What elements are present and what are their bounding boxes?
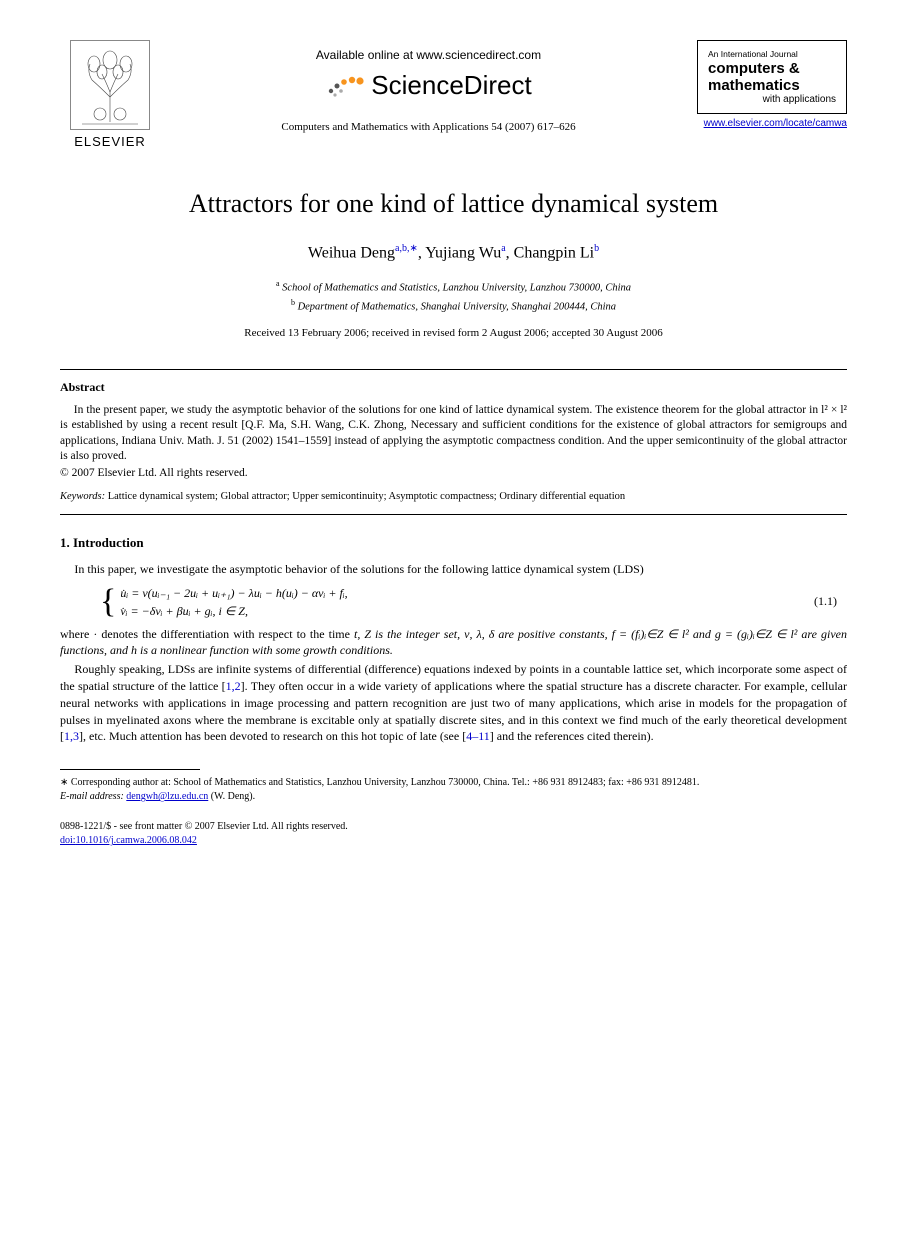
journal-name-1: computers & [708, 61, 836, 78]
author-1-sup[interactable]: a,b,∗ [395, 243, 418, 254]
section-1-heading: 1. Introduction [60, 535, 847, 551]
intro-para-3: Roughly speaking, LDSs are infinite syst… [60, 661, 847, 745]
equation-lines: u̇ᵢ = ν(uᵢ₋₁ − 2uᵢ + uᵢ₊₁) − λuᵢ − h(uᵢ)… [120, 584, 347, 620]
ref-link-1-2[interactable]: 1,2 [226, 679, 241, 693]
brace-icon: { [100, 585, 116, 619]
author-2: Yujiang Wu [425, 244, 501, 261]
keywords-label: Keywords: [60, 491, 105, 502]
email-footnote: E-mail address: dengwh@lzu.edu.cn (W. De… [60, 790, 847, 804]
footnote-rule [60, 769, 200, 770]
copyright-line: © 2007 Elsevier Ltd. All rights reserved… [60, 467, 847, 479]
abstract-heading: Abstract [60, 380, 847, 395]
journal-box-wrapper: An International Journal computers & mat… [697, 40, 847, 129]
ref-link-4-11[interactable]: 4–11 [466, 729, 490, 743]
sd-swoosh-icon [325, 71, 365, 101]
equation-1-1: { u̇ᵢ = ν(uᵢ₋₁ − 2uᵢ + uᵢ₊₁) − λuᵢ − h(u… [100, 584, 847, 620]
sciencedirect-logo: ScienceDirect [160, 70, 697, 101]
affiliation-b: Department of Mathematics, Shanghai Univ… [298, 301, 616, 312]
divider [60, 369, 847, 370]
journal-tag: An International Journal [708, 49, 836, 59]
email-link[interactable]: dengwh@lzu.edu.cn [126, 791, 208, 802]
elsevier-text: ELSEVIER [74, 134, 146, 149]
citation-line: Computers and Mathematics with Applicati… [160, 121, 697, 133]
journal-box: An International Journal computers & mat… [697, 40, 847, 114]
footer: 0898-1221/$ - see front matter © 2007 El… [60, 820, 847, 848]
eq-line-1: u̇ᵢ = ν(uᵢ₋₁ − 2uᵢ + uᵢ₊₁) − λuᵢ − h(uᵢ)… [120, 584, 347, 602]
available-online-text: Available online at www.sciencedirect.co… [160, 48, 697, 62]
corresponding-footnote: ∗ Corresponding author at: School of Mat… [60, 776, 847, 790]
affiliations: a School of Mathematics and Statistics, … [60, 278, 847, 315]
divider [60, 514, 847, 515]
author-2-sup[interactable]: a [501, 243, 505, 254]
sciencedirect-name: ScienceDirect [371, 70, 531, 101]
ref-link-1-3[interactable]: 1,3 [64, 729, 79, 743]
author-1: Weihua Deng [308, 244, 395, 261]
keywords-line: Keywords: Lattice dynamical system; Glob… [60, 491, 847, 502]
author-3-sup[interactable]: b [594, 243, 599, 254]
author-3: Changpin Li [514, 244, 594, 261]
intro-para-3c: ], etc. Much attention has been devoted … [79, 729, 466, 743]
email-person: (W. Deng). [208, 791, 255, 802]
keywords-text: Lattice dynamical system; Global attract… [105, 491, 625, 502]
elsevier-logo: ELSEVIER [60, 40, 160, 149]
journal-sub: with applications [708, 94, 836, 105]
eq-line-2: v̇ᵢ = −δvᵢ + βuᵢ + gᵢ, i ∈ Z, [120, 602, 347, 620]
affiliation-a: School of Mathematics and Statistics, La… [282, 283, 631, 294]
doi-link[interactable]: doi:10.1016/j.camwa.2006.08.042 [60, 835, 197, 846]
journal-url-link[interactable]: www.elsevier.com/locate/camwa [697, 118, 847, 129]
abstract-body: In the present paper, we study the asymp… [60, 403, 847, 465]
authors-line: Weihua Denga,b,∗, Yujiang Wua, Changpin … [60, 243, 847, 262]
intro-para-3d: ] and the references cited therein). [490, 729, 654, 743]
journal-name-2: mathematics [708, 78, 836, 95]
equation-number: (1.1) [814, 594, 847, 609]
intro-para-2: where · denotes the differentiation with… [60, 626, 847, 660]
intro-para-2a: where · denotes the differentiation with… [60, 627, 354, 641]
article-dates: Received 13 February 2006; received in r… [60, 327, 847, 339]
footer-line-1: 0898-1221/$ - see front matter © 2007 El… [60, 820, 847, 834]
elsevier-tree-icon [70, 40, 150, 130]
email-label: E-mail address: [60, 791, 124, 802]
sciencedirect-block: Available online at www.sciencedirect.co… [160, 40, 697, 133]
page-header: ELSEVIER Available online at www.science… [60, 40, 847, 149]
article-title: Attractors for one kind of lattice dynam… [60, 189, 847, 219]
intro-para-1: In this paper, we investigate the asympt… [60, 561, 847, 578]
